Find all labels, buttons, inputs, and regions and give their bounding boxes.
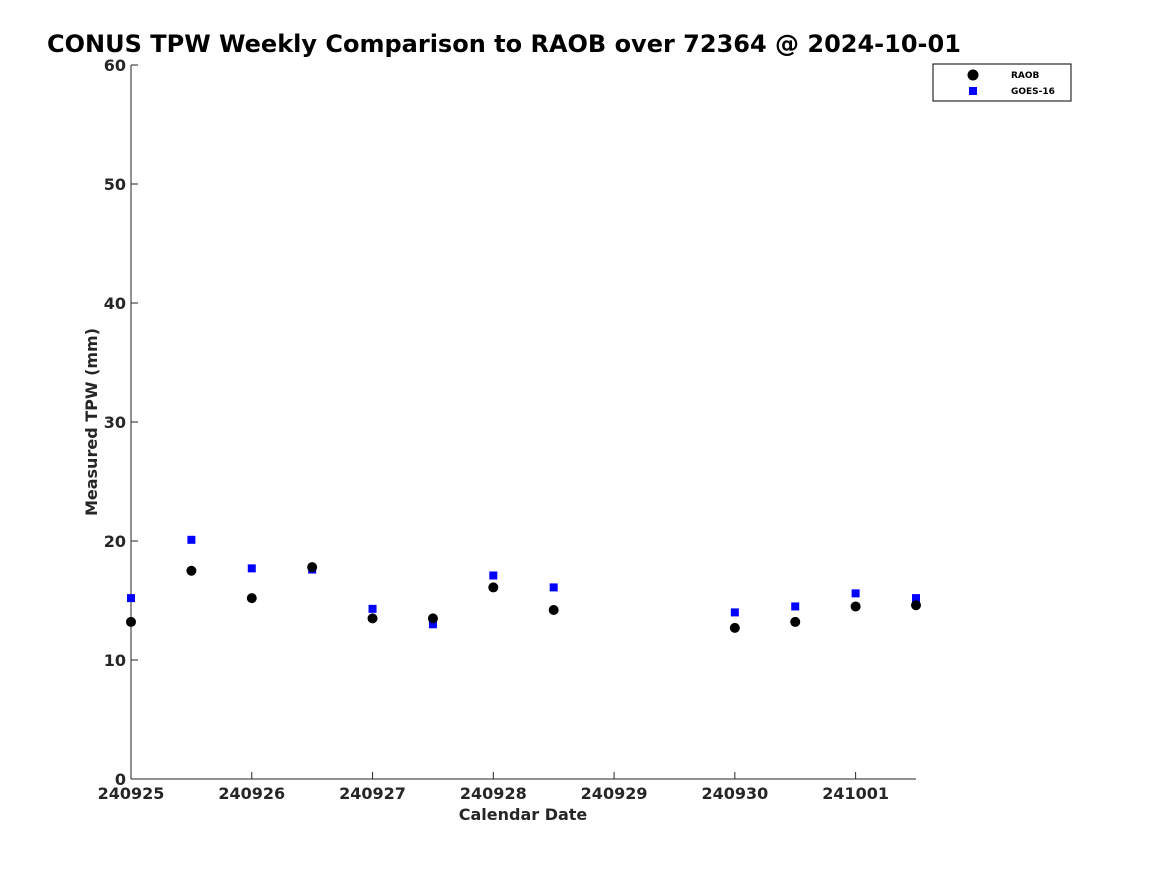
raob-point (790, 616, 801, 627)
raob-point (911, 600, 921, 611)
goes-16-point (549, 583, 558, 592)
goes-16-point (489, 571, 498, 580)
goes-16-point (247, 564, 256, 573)
raob-point (548, 605, 559, 616)
y-tick-label: 50 (104, 175, 126, 194)
raob-point (850, 601, 861, 612)
x-tick-label: 240926 (218, 784, 285, 803)
y-tick-label: 30 (104, 413, 126, 432)
legend: RAOB GOES-16 (932, 63, 1072, 102)
legend-goes-16-marker (969, 87, 977, 95)
legend-box (932, 63, 1072, 102)
y-tick-label: 60 (104, 56, 126, 75)
x-tick-label: 240925 (98, 784, 165, 803)
x-tick-label: 240930 (701, 784, 768, 803)
y-axis-label: Measured TPW (mm) (82, 328, 101, 516)
x-axis-label: Calendar Date (459, 805, 588, 824)
x-tick-label: 240928 (460, 784, 527, 803)
plot-axes: 0 10 20 30 40 50 60 240925 240926 240927 240928 240… (98, 56, 916, 803)
goes-16-point (368, 604, 377, 613)
y-tick-label: 0 (115, 770, 126, 789)
raob-point (729, 622, 740, 633)
raob-point (126, 616, 136, 627)
raob-point (367, 613, 378, 624)
legend-goes-16-label: GOES-16 (1011, 87, 1055, 97)
chart-title: CONUS TPW Weekly Comparison to RAOB over… (47, 30, 961, 58)
legend-raob-marker (967, 69, 979, 81)
goes-16-point (730, 608, 739, 617)
raob-point (186, 565, 197, 576)
y-tick-label: 10 (104, 651, 126, 670)
x-tick-label: 240929 (581, 784, 648, 803)
goes-16-point (912, 594, 920, 603)
goes-16-point (428, 620, 437, 629)
x-tick-label: 241001 (822, 784, 889, 803)
goes-16-point (791, 602, 800, 611)
y-tick-label: 20 (104, 532, 126, 551)
goes-16-point (127, 594, 135, 603)
raob-point (246, 593, 257, 604)
raob-point (427, 613, 438, 624)
x-tick-label: 240927 (339, 784, 406, 803)
goes-16-point (851, 589, 860, 598)
y-tick-label: 40 (104, 294, 126, 313)
raob-point (307, 562, 318, 573)
data-points (126, 535, 921, 633)
raob-point (488, 582, 499, 593)
goes-16-point (187, 535, 196, 544)
legend-raob-label: RAOB (1011, 71, 1040, 81)
